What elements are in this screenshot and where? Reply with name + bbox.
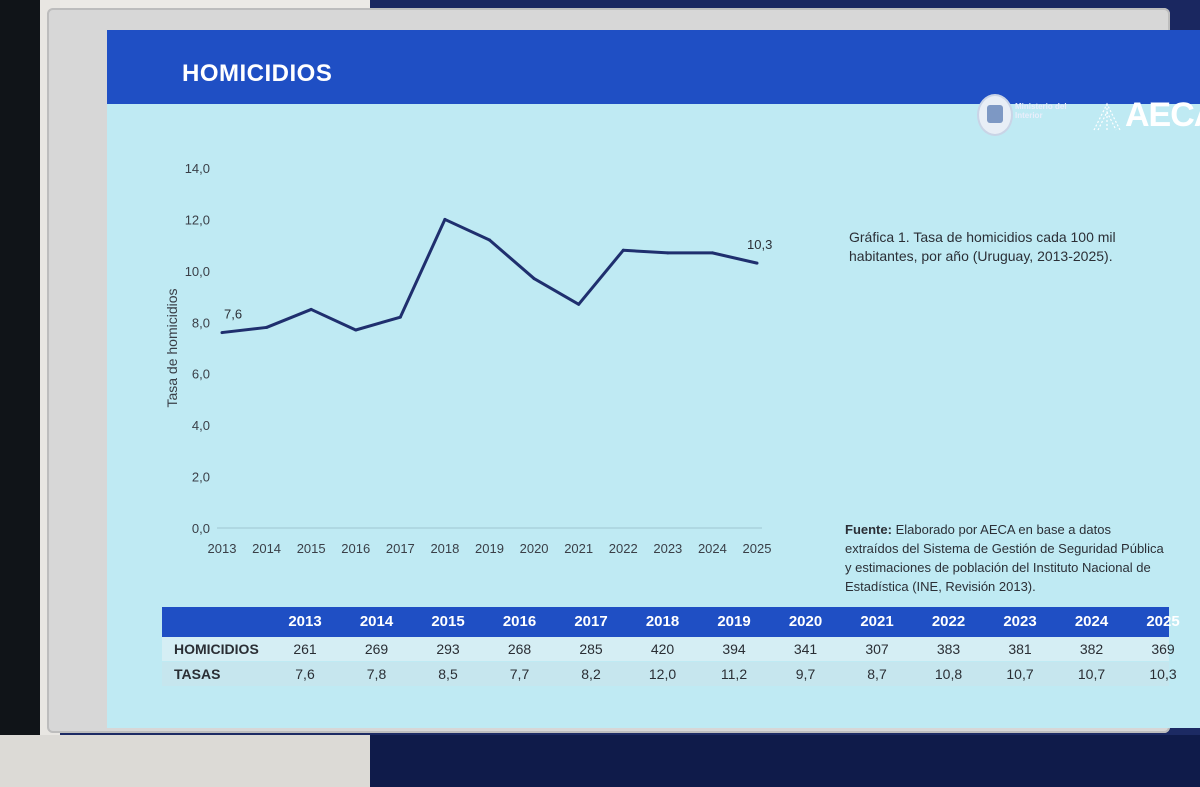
table-cell: 381 bbox=[1008, 641, 1032, 657]
table-year-header: 2018 bbox=[645, 613, 680, 630]
aeca-logo-icon bbox=[1093, 102, 1121, 131]
table-cell: 268 bbox=[507, 641, 532, 657]
table-row-homicidios: HOMICIDIOS 261 269 293 268 285 420 394 341 307 38… bbox=[162, 637, 1175, 661]
data-point bbox=[309, 307, 313, 311]
data-point bbox=[577, 302, 581, 306]
table-year-header: 2019 bbox=[717, 613, 751, 630]
table-year-header: 2023 bbox=[1003, 613, 1037, 630]
data-point bbox=[398, 315, 402, 319]
x-tick-label: 2019 bbox=[475, 541, 504, 556]
data-point bbox=[621, 248, 625, 252]
table-cell: 8,2 bbox=[581, 666, 601, 682]
x-tick-label: 2013 bbox=[208, 541, 237, 556]
table-cell: 8,7 bbox=[867, 666, 887, 682]
data-point bbox=[755, 261, 759, 265]
x-tick-label: 2025 bbox=[743, 541, 772, 556]
table-cell: 293 bbox=[436, 641, 460, 657]
x-tick-label: 2015 bbox=[297, 541, 326, 556]
table-cell: 11,2 bbox=[720, 666, 748, 682]
y-tick-label: 4,0 bbox=[192, 418, 210, 433]
table-cell: 383 bbox=[936, 641, 961, 657]
x-tick-label: 2018 bbox=[430, 541, 459, 556]
x-tick-label: 2024 bbox=[698, 541, 727, 556]
table-cell: 394 bbox=[722, 641, 746, 657]
y-tick-label: 0,0 bbox=[192, 521, 210, 536]
table-cell: 382 bbox=[1079, 641, 1104, 657]
table-cell: 7,6 bbox=[295, 666, 315, 682]
table-cell: 341 bbox=[793, 641, 818, 657]
x-tick-label: 2022 bbox=[609, 541, 638, 556]
row-label: HOMICIDIOS bbox=[174, 641, 259, 657]
row-label: TASAS bbox=[174, 666, 221, 682]
y-axis-label: Tasa de homicidios bbox=[164, 288, 180, 407]
table-header: 2013 2014 2015 2016 2017 2018 2019 2020 2021 2022… bbox=[162, 607, 1180, 637]
table-year-header: 2025 bbox=[1146, 613, 1180, 630]
y-tick-label: 6,0 bbox=[192, 367, 210, 382]
data-point bbox=[666, 251, 670, 255]
data-point bbox=[532, 277, 536, 281]
data-point bbox=[710, 251, 714, 255]
source-text: Elaborado por AECA en base a datos extra… bbox=[845, 522, 1164, 594]
table-cell: 7,7 bbox=[509, 666, 530, 682]
table-cell: 369 bbox=[1151, 641, 1175, 657]
x-tick-label: 2016 bbox=[341, 541, 370, 556]
table-cell: 10,7 bbox=[1077, 666, 1106, 682]
slide-title: HOMICIDIOS bbox=[182, 60, 333, 87]
chart-caption: Gráfica 1. Tasa de homicidios cada 100 m… bbox=[849, 229, 1116, 264]
line-chart: 0,0 2,0 4,0 6,0 8,0 10,0 12,0 14,0 2013 2014 2015 2… bbox=[164, 161, 772, 556]
table-cell: 7,8 bbox=[366, 666, 387, 682]
table-row-tasas: TASAS 7,6 7,8 8,5 7,7 8,2 12,0 11,2 9,7 8,7 10,8 1… bbox=[162, 662, 1177, 686]
table-cell: 10,3 bbox=[1149, 666, 1177, 682]
wall-left-shadow bbox=[0, 0, 40, 787]
table-year-header: 2017 bbox=[574, 613, 608, 630]
table-year-header: 2024 bbox=[1074, 613, 1109, 630]
table-year-header: 2020 bbox=[788, 613, 823, 630]
data-point bbox=[354, 328, 358, 332]
brand-logo: AECA bbox=[1125, 96, 1200, 134]
table-cell: 420 bbox=[650, 641, 675, 657]
ministry-label: Ministerio del Interior bbox=[1015, 102, 1067, 120]
table-year-header: 2014 bbox=[359, 613, 394, 630]
source-note: Fuente: Elaborado por AECA en base a dat… bbox=[845, 520, 1165, 596]
data-table: 2013 2014 2015 2016 2017 2018 2019 2020 2021 2022… bbox=[162, 607, 1180, 705]
table-cell: 8,5 bbox=[438, 666, 458, 682]
x-tick-label: 2017 bbox=[386, 541, 415, 556]
series-line bbox=[221, 217, 758, 335]
slide: HOMICIDIOS Ministerio del Interior AECA … bbox=[107, 30, 1200, 728]
table-year-header: 2013 bbox=[288, 613, 322, 630]
floor-left bbox=[0, 735, 370, 787]
y-tick-label: 14,0 bbox=[185, 161, 210, 176]
x-tick-label: 2023 bbox=[653, 541, 682, 556]
table-year-header: 2022 bbox=[931, 613, 966, 630]
data-point bbox=[220, 331, 224, 335]
data-label: 7,6 bbox=[224, 307, 242, 322]
data-point bbox=[443, 217, 447, 221]
y-tick-label: 2,0 bbox=[192, 470, 210, 485]
table-cell: 285 bbox=[579, 641, 603, 657]
ministry-seal-icon bbox=[977, 94, 1013, 136]
data-point bbox=[265, 325, 269, 329]
data-label: 10,3 bbox=[747, 237, 772, 252]
x-tick-label: 2014 bbox=[252, 541, 281, 556]
x-tick-label: 2021 bbox=[564, 541, 593, 556]
x-tick-label: 2020 bbox=[520, 541, 549, 556]
table-cell: 10,7 bbox=[1006, 666, 1034, 682]
table-cell: 9,7 bbox=[795, 666, 816, 682]
slide-header bbox=[107, 30, 1200, 104]
table-cell: 261 bbox=[293, 641, 317, 657]
data-point bbox=[488, 238, 491, 242]
y-tick-label: 12,0 bbox=[185, 212, 210, 227]
y-tick-label: 8,0 bbox=[192, 315, 210, 330]
table-cell: 10,8 bbox=[934, 666, 963, 682]
table-year-header: 2016 bbox=[502, 613, 537, 630]
table-year-header: 2021 bbox=[860, 613, 894, 630]
monitor-frame: HOMICIDIOS Ministerio del Interior AECA … bbox=[47, 8, 1200, 733]
source-label: Fuente: bbox=[845, 522, 892, 537]
table-cell: 307 bbox=[865, 641, 889, 657]
table-year-header: 2015 bbox=[431, 613, 465, 630]
table-cell: 12,0 bbox=[648, 666, 677, 682]
table-cell: 269 bbox=[364, 641, 389, 657]
y-tick-label: 10,0 bbox=[185, 264, 210, 279]
